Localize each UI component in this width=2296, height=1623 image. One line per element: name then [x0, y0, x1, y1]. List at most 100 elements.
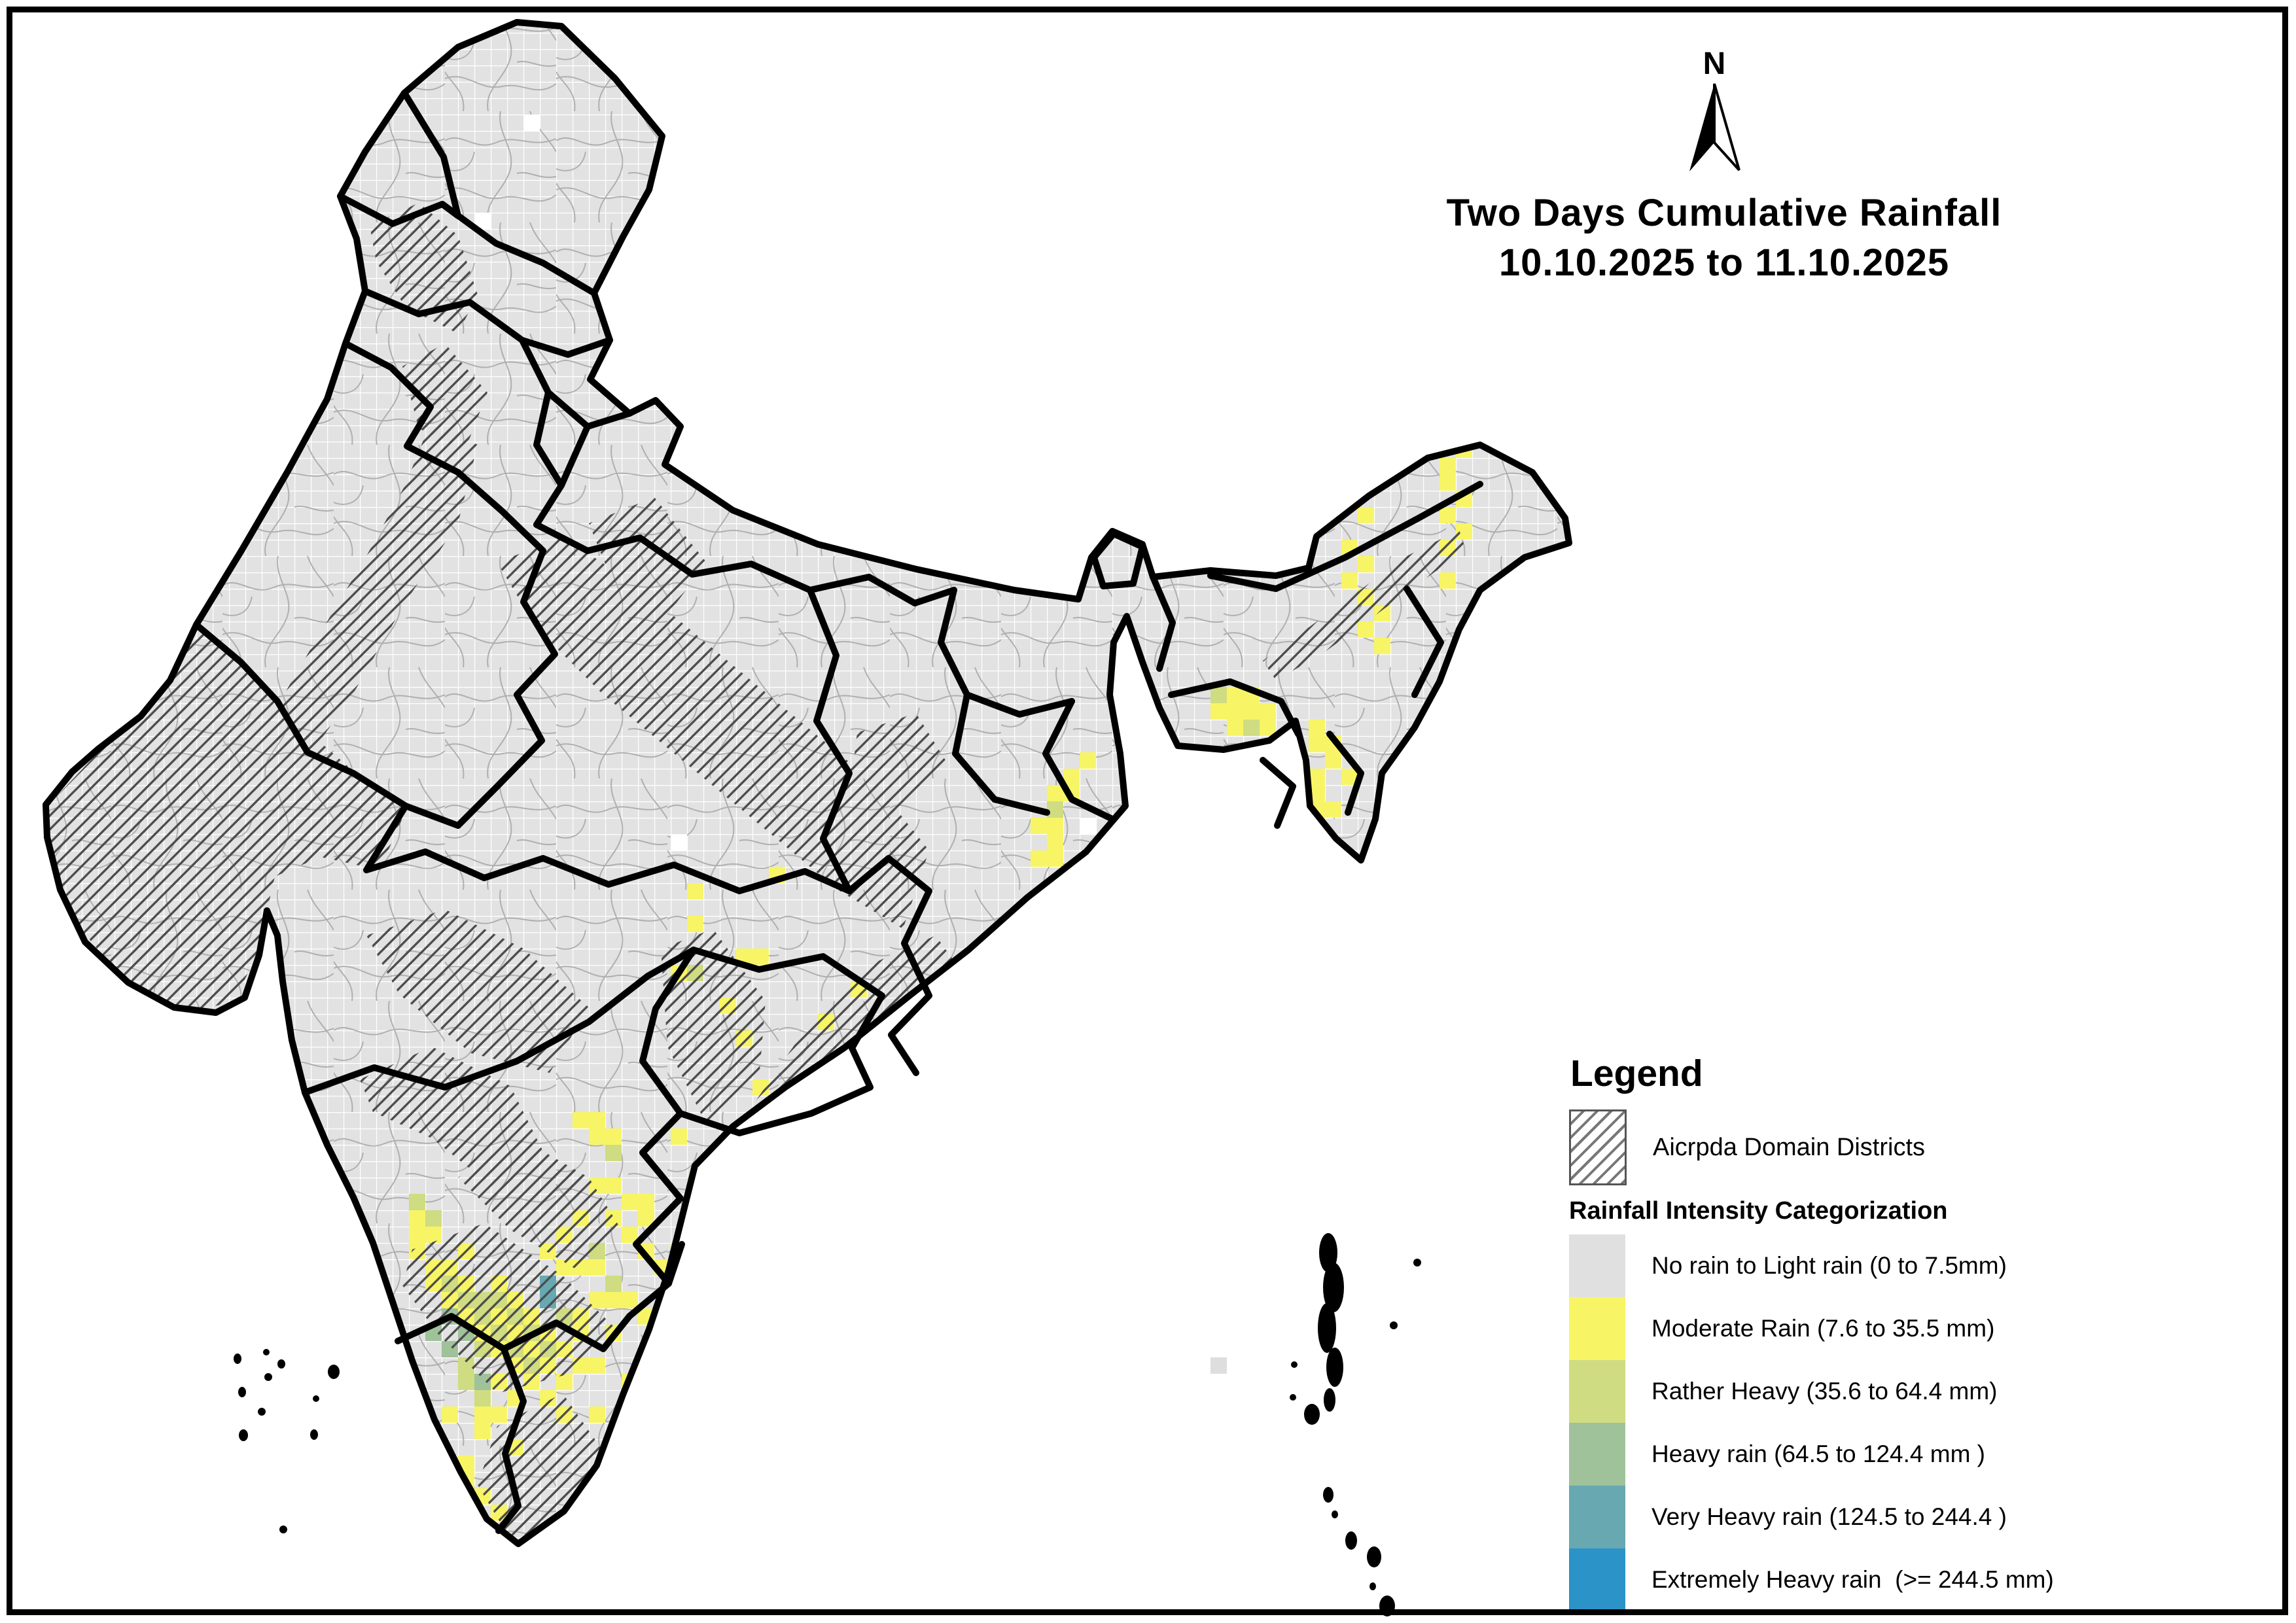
island	[313, 1395, 319, 1402]
rain-cell-moderate	[622, 1292, 638, 1308]
extremely-heavy-rain-swatch	[1569, 1548, 1625, 1611]
island	[264, 1373, 272, 1381]
rain-cell-moderate	[474, 1423, 491, 1439]
rain-cell-moderate	[1227, 703, 1243, 720]
heavy-rain-swatch	[1569, 1423, 1625, 1486]
legend-class-rows: No rain to Light rain (0 to 7.5mm) Moder…	[1569, 1234, 2282, 1611]
island	[1290, 1394, 1296, 1401]
rain-cell-moderate	[1080, 752, 1096, 769]
rain-cell-moderate	[1439, 458, 1456, 474]
rain-cell-moderate	[1276, 736, 1292, 752]
rain-cell-moderate	[671, 1128, 687, 1145]
island	[239, 1429, 248, 1441]
rain-cell-moderate	[785, 1096, 802, 1112]
legend-heading: Legend	[1570, 1053, 1703, 1094]
rain-cell-nodata_white	[523, 114, 540, 131]
rain-cell-moderate	[1358, 474, 1374, 491]
rain-cell-rather_heavy	[1243, 720, 1260, 736]
island	[1367, 1546, 1381, 1567]
rain-cell-nodata_white	[605, 360, 622, 376]
legend-row: No rain to Light rain (0 to 7.5mm)	[1569, 1234, 2282, 1297]
extremely-heavy-rain-label: Extremely Heavy rain (>= 244.5 mm)	[1651, 1566, 2054, 1593]
rain-cell-moderate	[1439, 507, 1456, 523]
legend-domain-row: Aicrpda Domain Districts	[1569, 1109, 2282, 1185]
rain-cell-moderate	[1309, 834, 1325, 850]
rain-cell-moderate	[1325, 752, 1341, 769]
island	[1319, 1233, 1337, 1272]
island	[1318, 1303, 1336, 1353]
rain-cell-moderate	[442, 1406, 458, 1423]
rain-cell-moderate	[1260, 703, 1276, 720]
aicrpda-domain-label: Aicrpda Domain Districts	[1653, 1133, 1925, 1161]
rain-cell-moderate	[605, 1178, 622, 1194]
island	[1324, 1388, 1335, 1412]
rain-cell-moderate	[1063, 769, 1080, 785]
legend-subheading: Rainfall Intensity Categorization	[1569, 1197, 1948, 1225]
rather-heavy-label: Rather Heavy (35.6 to 64.4 mm)	[1651, 1378, 1998, 1405]
very-heavy-rain-label: Very Heavy rain (124.5 to 244.4 )	[1651, 1503, 2007, 1530]
rain-cell-moderate	[1341, 442, 1358, 458]
rain-cell-moderate	[622, 1227, 638, 1243]
rain-cell-moderate	[1260, 720, 1276, 736]
rain-cell-moderate	[1439, 474, 1456, 491]
island	[263, 1349, 270, 1355]
rain-cell-rather_heavy	[474, 1390, 491, 1406]
legend-row: Extremely Heavy rain (>= 244.5 mm)	[1569, 1548, 2282, 1611]
rain-cell-nodata_white	[1080, 818, 1096, 834]
very-heavy-rain-swatch	[1569, 1486, 1625, 1548]
rain-cell-moderate	[1047, 834, 1063, 850]
rain-cell-moderate	[1358, 556, 1374, 572]
offshore-cells	[1210, 1357, 1227, 1374]
rain-cell-moderate	[1292, 818, 1309, 834]
island	[234, 1353, 241, 1364]
moderate-rain-label: Moderate Rain (7.6 to 35.5 mm)	[1651, 1315, 1995, 1342]
aicrpda-hatch-swatch	[1569, 1109, 1627, 1185]
heavy-rain-label: Heavy rain (64.5 to 124.4 mm )	[1651, 1440, 1985, 1467]
legend-panel: Legend Aicrpda Domain Districts Rainfall…	[1569, 1052, 2282, 1611]
rain-cell-moderate	[1341, 458, 1358, 474]
rain-cell-moderate	[589, 1357, 605, 1374]
north-label: N	[1703, 46, 1726, 81]
rain-cell-moderate	[442, 1505, 458, 1521]
rain-cell-moderate	[1292, 801, 1309, 818]
rain-cell-sea_gray	[1210, 1357, 1227, 1374]
rain-cell-moderate	[1047, 818, 1063, 834]
legend-row: Very Heavy rain (124.5 to 244.4 )	[1569, 1486, 2282, 1548]
rain-cell-moderate	[491, 1537, 507, 1544]
map-title-line1: Two Days Cumulative Rainfall	[1446, 192, 2002, 234]
rain-cell-rather_heavy	[409, 1194, 425, 1210]
rain-cell-moderate	[1309, 850, 1325, 867]
rain-cell-rather_heavy	[425, 1210, 442, 1227]
rain-cell-moderate	[1341, 572, 1358, 589]
rain-cell-rather_heavy	[605, 1145, 622, 1161]
island	[1326, 1348, 1343, 1387]
rain-cell-moderate	[1390, 442, 1407, 458]
island	[1323, 1263, 1344, 1312]
no-rain-label: No rain to Light rain (0 to 7.5mm)	[1651, 1252, 2007, 1279]
rain-cell-moderate	[605, 1292, 622, 1308]
rain-cell-moderate	[589, 1128, 605, 1145]
rain-cell-moderate	[622, 1194, 638, 1210]
rain-cell-rather_heavy	[1047, 801, 1063, 818]
island	[277, 1359, 285, 1369]
island	[1304, 1404, 1320, 1425]
island	[258, 1408, 266, 1416]
rain-cell-moderate	[687, 916, 703, 932]
rain-cell-moderate	[687, 883, 703, 899]
rain-cell-moderate	[491, 1406, 507, 1423]
no-rain-swatch	[1569, 1234, 1625, 1297]
island	[238, 1387, 246, 1397]
rain-cell-moderate	[1374, 638, 1390, 654]
map-title-line2: 10.10.2025 to 11.10.2025	[1498, 241, 1950, 284]
rain-cell-rather_heavy	[1210, 687, 1227, 703]
rain-cell-moderate	[638, 1194, 654, 1210]
island	[1379, 1596, 1395, 1616]
rain-cell-moderate	[1031, 850, 1047, 867]
rain-cell-moderate	[1309, 769, 1325, 785]
legend-row: Heavy rain (64.5 to 124.4 mm )	[1569, 1423, 2282, 1486]
rain-cell-moderate	[1309, 720, 1325, 736]
rain-cell-moderate	[605, 1128, 622, 1145]
rain-cell-moderate	[1210, 703, 1227, 720]
island	[1390, 1321, 1398, 1329]
